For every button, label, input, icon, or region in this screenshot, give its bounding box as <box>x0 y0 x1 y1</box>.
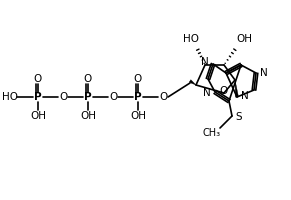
Text: N: N <box>260 68 268 78</box>
Polygon shape <box>235 80 239 97</box>
Text: N: N <box>201 57 209 67</box>
Text: OH: OH <box>30 111 46 121</box>
Text: P: P <box>134 92 142 102</box>
Text: CH₃: CH₃ <box>203 128 221 138</box>
Text: O: O <box>109 92 117 102</box>
Text: OH: OH <box>80 111 96 121</box>
Text: O: O <box>133 74 141 84</box>
Polygon shape <box>189 80 196 85</box>
Text: O: O <box>59 92 67 102</box>
Text: N: N <box>241 91 249 101</box>
Text: P: P <box>84 92 92 102</box>
Text: OH: OH <box>130 111 146 121</box>
Text: HO: HO <box>183 34 199 44</box>
Text: O: O <box>159 92 167 102</box>
Text: P: P <box>34 92 42 102</box>
Text: N: N <box>203 88 211 98</box>
Text: O: O <box>220 86 228 96</box>
Text: O: O <box>83 74 91 84</box>
Text: OH: OH <box>236 34 252 44</box>
Text: S: S <box>235 112 242 122</box>
Text: HO: HO <box>2 92 18 102</box>
Text: O: O <box>33 74 41 84</box>
